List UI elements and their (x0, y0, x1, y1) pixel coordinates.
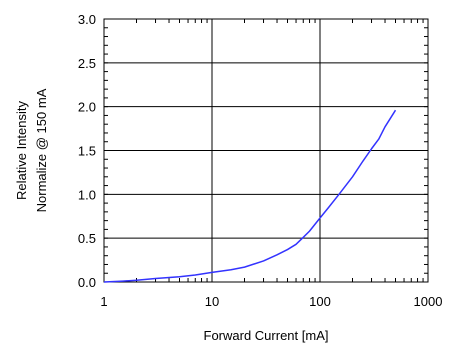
x-tick-label: 1000 (414, 294, 443, 309)
x-tick-label: 10 (205, 294, 219, 309)
y-tick-label: 3.0 (78, 12, 96, 27)
x-axis-title: Forward Current [mA] (204, 328, 329, 343)
y-axis-title-line1: Relative Intensity (14, 101, 29, 200)
y-tick-label: 1.5 (78, 144, 96, 159)
x-tick-label: 100 (309, 294, 331, 309)
y-axis-title-line2: Normalize @ 150 mA (34, 88, 49, 212)
y-tick-label: 2.5 (78, 56, 96, 71)
y-tick-labels: 0.0 0.5 1.0 1.5 2.0 2.5 3.0 (78, 12, 96, 290)
y-tick-label: 0.5 (78, 231, 96, 246)
series-layer (103, 109, 397, 283)
y-tick-label: 2.0 (78, 100, 96, 115)
y-axis-title: Relative Intensity Normalize @ 150 mA (14, 88, 49, 212)
y-tick-label: 0.0 (78, 275, 96, 290)
x-tick-labels: 1 10 100 1000 (100, 294, 442, 309)
plot-area-frame (103, 18, 429, 283)
grid (103, 18, 429, 283)
y-tick-label: 1.0 (78, 187, 96, 202)
x-tick-label: 1 (100, 294, 107, 309)
series-line (103, 109, 397, 283)
